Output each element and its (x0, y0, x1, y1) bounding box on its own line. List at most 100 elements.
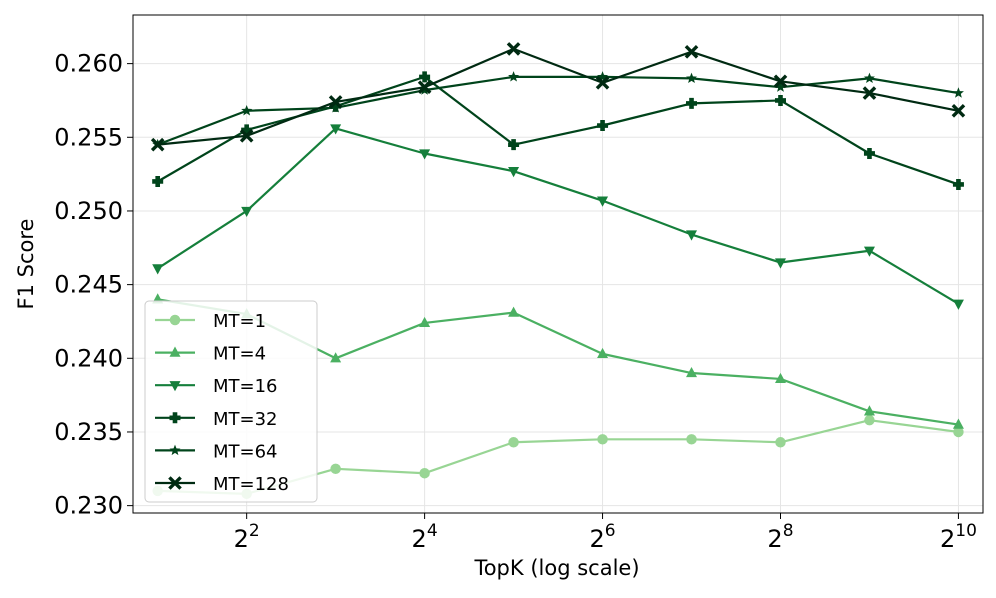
legend-marker (169, 314, 181, 326)
x-tick-base: 2 (412, 525, 427, 553)
y-tick-label: 0.260 (54, 50, 123, 78)
data-point (419, 149, 431, 160)
data-point (684, 45, 699, 59)
data-point (597, 196, 609, 207)
y-tick-label: 0.240 (54, 344, 123, 372)
data-point (330, 463, 341, 475)
y-tick-label: 0.230 (54, 492, 123, 520)
legend-item: MT=128 (155, 474, 289, 495)
data-point (686, 230, 698, 241)
legend: MT=1 MT=4 MT=16 MT=32 MT=64 MT=128 (144, 300, 318, 503)
y-axis-label: F1 Score (14, 219, 38, 310)
series-line (157, 127, 959, 305)
data-point (508, 167, 520, 178)
legend-label: MT=32 (213, 409, 278, 430)
data-point (775, 81, 786, 92)
data-point (328, 95, 343, 109)
legend-marker (169, 412, 181, 424)
y-tick-label: 0.245 (54, 271, 123, 299)
data-point (506, 42, 521, 56)
data-point (952, 178, 964, 190)
data-point (152, 175, 164, 187)
data-point (152, 264, 164, 275)
data-point (508, 139, 520, 151)
axis-ticks: 22 24 26 28 2100.2300.2350.2400.2450.2500.25… (54, 50, 977, 553)
legend-item: MT=16 (155, 376, 278, 397)
data-point (597, 434, 608, 445)
legend-item: MT=64 (155, 441, 278, 462)
data-point (417, 80, 432, 94)
x-tick-base: 2 (589, 525, 604, 553)
data-point (951, 103, 966, 118)
data-point (952, 87, 964, 98)
data-point (863, 147, 875, 159)
data-point (953, 426, 964, 438)
legend-marker (169, 346, 181, 357)
data-point (774, 372, 786, 384)
data-point (597, 71, 609, 82)
data-point (419, 467, 430, 479)
y-tick-label: 0.235 (54, 418, 123, 446)
legend-item: MT=1 (155, 311, 266, 332)
data-point (773, 74, 788, 89)
series-layer (150, 42, 966, 500)
series-mt-128 (150, 42, 966, 152)
data-point (597, 347, 609, 359)
series-line (157, 75, 959, 186)
data-point (330, 352, 342, 363)
legend-marker (169, 381, 181, 392)
data-point (241, 206, 253, 218)
x-tick-base: 2 (234, 525, 249, 553)
legend-item: MT=32 (155, 409, 278, 430)
data-point (241, 124, 253, 136)
data-point (775, 437, 786, 448)
legend-marker (169, 444, 181, 456)
legend-label: MT=1 (213, 311, 266, 332)
legend-marker (168, 476, 182, 490)
legend-label: MT=128 (213, 474, 289, 495)
data-point (863, 72, 875, 84)
data-point (150, 137, 165, 152)
data-point (330, 124, 342, 135)
data-point (239, 129, 254, 143)
data-point (241, 104, 253, 116)
data-point (686, 434, 697, 445)
data-point (862, 86, 877, 100)
series-line (157, 47, 959, 146)
x-tick-exponent: 4 (427, 521, 438, 541)
legend-box (144, 300, 318, 503)
data-point (952, 299, 964, 310)
legend-label: MT=64 (213, 441, 278, 462)
legend-item: MT=4 (155, 344, 266, 365)
x-tick-exponent: 8 (783, 521, 794, 541)
series-mt-16 (152, 124, 964, 310)
x-tick-label: 22 (234, 521, 260, 553)
y-tick-label: 0.255 (54, 123, 123, 151)
legend-label: MT=4 (213, 344, 266, 365)
data-point (686, 97, 698, 109)
data-point (686, 72, 698, 84)
x-tick-label: 26 (589, 521, 615, 553)
data-point (863, 246, 875, 257)
x-tick-label: 28 (767, 521, 793, 553)
x-tick-base: 2 (767, 525, 782, 553)
data-point (330, 102, 342, 113)
x-tick-label: 24 (412, 521, 438, 553)
data-point (597, 120, 609, 132)
x-tick-label: 210 (940, 521, 977, 553)
data-point (508, 437, 519, 448)
x-tick-exponent: 2 (249, 521, 260, 541)
data-point (508, 71, 520, 82)
x-axis-label: TopK (log scale) (473, 556, 639, 580)
data-point (864, 414, 875, 426)
data-point (952, 418, 964, 429)
data-point (686, 366, 698, 378)
data-point (863, 405, 875, 416)
data-point (419, 316, 431, 328)
x-tick-base: 2 (940, 525, 955, 553)
data-point (774, 258, 786, 269)
legend-label: MT=16 (213, 376, 278, 397)
data-point (595, 75, 610, 90)
data-point (774, 94, 786, 106)
